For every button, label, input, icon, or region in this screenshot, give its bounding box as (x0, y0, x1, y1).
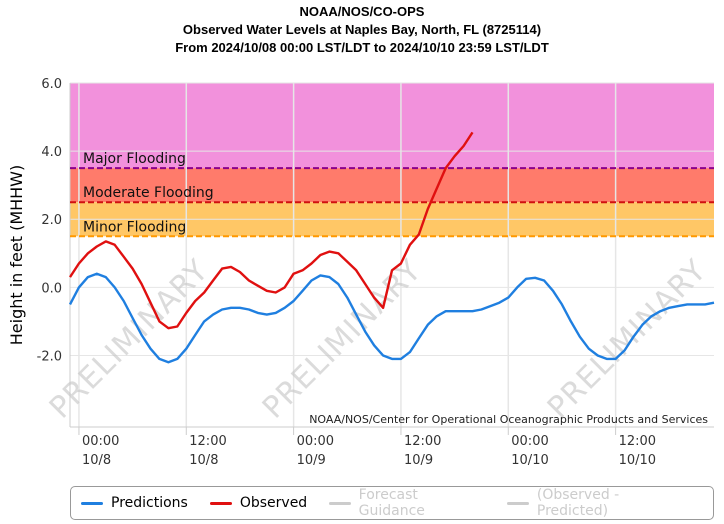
x-axis-ticks: 00:00 10/8 12:00 10/8 00:00 10/9 12:00 10/9 00:0… (78, 427, 656, 468)
legend-label: Predictions (111, 495, 188, 511)
chart-title-line-2: Observed Water Levels at Naples Bay, Nor… (183, 22, 541, 37)
legend-item-observed-predicted[interactable]: (Observed - Predicted) (507, 487, 691, 519)
watermark-text: PRELIMINARY (256, 253, 429, 426)
series-lines (68, 131, 715, 364)
x-tick-label-time: 12:00 (189, 434, 226, 449)
y-tick-label: 4.0 (41, 145, 62, 160)
chart-title-line-1: NOAA/NOS/CO-OPS (300, 4, 425, 19)
watermark-text: PRELIMINARY (43, 253, 216, 426)
chart-title-line-3: From 2024/10/08 00:00 LST/LDT to 2024/10… (175, 40, 549, 55)
minor-flooding-label: Minor Flooding (83, 219, 186, 235)
legend-label: Forecast Guidance (358, 487, 425, 519)
legend-item-observed[interactable]: Observed (209, 495, 308, 511)
x-tick-label-date: 10/9 (297, 453, 326, 468)
x-tick-label-date: 10/10 (619, 453, 656, 468)
x-tick-label-time: 12:00 (404, 434, 441, 449)
x-tick-label-date: 10/8 (189, 453, 218, 468)
moderate-flooding-label: Moderate Flooding (83, 185, 214, 201)
major-flooding-label: Major Flooding (83, 151, 186, 167)
y-axis-label: Height in feet (MHHW) (7, 165, 26, 346)
x-tick-label-time: 00:00 (297, 434, 334, 449)
legend-swatch (81, 501, 103, 505)
series-line-observed (68, 131, 474, 330)
y-tick-label: 2.0 (41, 213, 62, 228)
legend-item-forecast-guidance[interactable]: Forecast Guidance (329, 487, 485, 519)
legend-item-predictions[interactable]: Predictions (81, 495, 188, 511)
x-tick-label-time: 00:00 (82, 434, 119, 449)
x-tick-label-date: 10/10 (511, 453, 548, 468)
y-tick-label: -2.0 (37, 349, 62, 364)
x-tick-label-time: 00:00 (511, 434, 548, 449)
legend: Predictions Observed Forecast Guidance (Obs… (70, 486, 714, 520)
watermark-text: PRELIMINARY (541, 253, 714, 426)
x-tick-label-date: 10/8 (82, 453, 111, 468)
band-major-flooding (70, 83, 714, 169)
band-moderate-flooding (70, 168, 714, 203)
y-tick-label: 6.0 (41, 77, 62, 92)
legend-label: Observed (239, 495, 308, 511)
credit-text: NOAA/NOS/Center for Operational Oceanogr… (309, 413, 708, 426)
x-tick-label-date: 10/9 (404, 453, 433, 468)
y-axis-ticks: 6.0 4.0 2.0 0.0 -2.0 (37, 77, 62, 364)
x-tick-label-time: 12:00 (619, 434, 656, 449)
y-tick-label: 0.0 (41, 281, 62, 296)
legend-label: (Observed - Predicted) (536, 487, 620, 519)
gridlines (69, 82, 714, 428)
threshold-lines: Major Flooding Moderate Flooding Minor Flo… (70, 151, 714, 238)
series-line-predictions (68, 272, 715, 364)
legend-swatch (329, 501, 351, 505)
legend-swatch (507, 501, 529, 505)
legend-swatch (209, 501, 232, 505)
